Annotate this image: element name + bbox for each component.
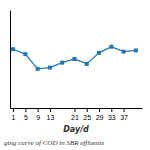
- x-axis-line: [11, 108, 143, 109]
- x-tick: 33: [108, 108, 116, 121]
- line: [13, 47, 136, 69]
- x-tick-label: 5: [24, 114, 28, 121]
- x-tick-mark: [111, 108, 112, 112]
- marker: [60, 61, 64, 65]
- x-tick-mark: [74, 108, 75, 112]
- marker: [85, 62, 89, 66]
- marker: [134, 48, 138, 52]
- x-tick-mark: [124, 108, 125, 112]
- x-tick: 13: [47, 108, 55, 121]
- marker: [36, 67, 40, 71]
- marker: [48, 66, 52, 70]
- plot-area: [11, 45, 138, 71]
- marker: [97, 51, 101, 55]
- marker: [23, 52, 27, 56]
- x-tick-mark: [87, 108, 88, 112]
- x-tick-label: 37: [120, 114, 128, 121]
- y-axis: [10, 11, 11, 109]
- x-tick-mark: [38, 108, 39, 112]
- x-tick-label: 29: [96, 114, 104, 121]
- x-tick-label: 1: [12, 114, 16, 121]
- marker: [11, 47, 15, 51]
- x-tick-mark: [25, 108, 26, 112]
- x-tick: 1: [12, 108, 16, 121]
- x-tick-label: 9: [36, 114, 40, 121]
- x-tick-mark: [50, 108, 51, 112]
- x-tick-label: 13: [47, 114, 55, 121]
- x-axis: 1 5 9 13 21 25 29 33 37: [11, 108, 143, 121]
- x-tick: 25: [83, 108, 91, 121]
- x-axis-label: Day/d: [63, 125, 89, 134]
- x-tick: 37: [120, 108, 128, 121]
- x-tick: 21: [71, 108, 79, 121]
- x-tick-label: 33: [108, 114, 116, 121]
- x-tick-label: 21: [71, 114, 79, 121]
- chart: 1 5 9 13 21 25 29 33 37 Day/d ging curve of COD in…: [0, 0, 150, 150]
- x-tick: 5: [24, 108, 28, 121]
- x-tick: 9: [36, 108, 40, 121]
- x-tick-label: 25: [83, 114, 91, 121]
- marker: [109, 45, 113, 49]
- y-axis-line: [10, 11, 11, 109]
- marker: [72, 57, 76, 61]
- x-tick-mark: [99, 108, 100, 112]
- x-tick: 29: [96, 108, 104, 121]
- x-tick-mark: [13, 108, 14, 112]
- caption: ging curve of COD in SBR effluents: [4, 139, 104, 147]
- marker: [122, 50, 126, 54]
